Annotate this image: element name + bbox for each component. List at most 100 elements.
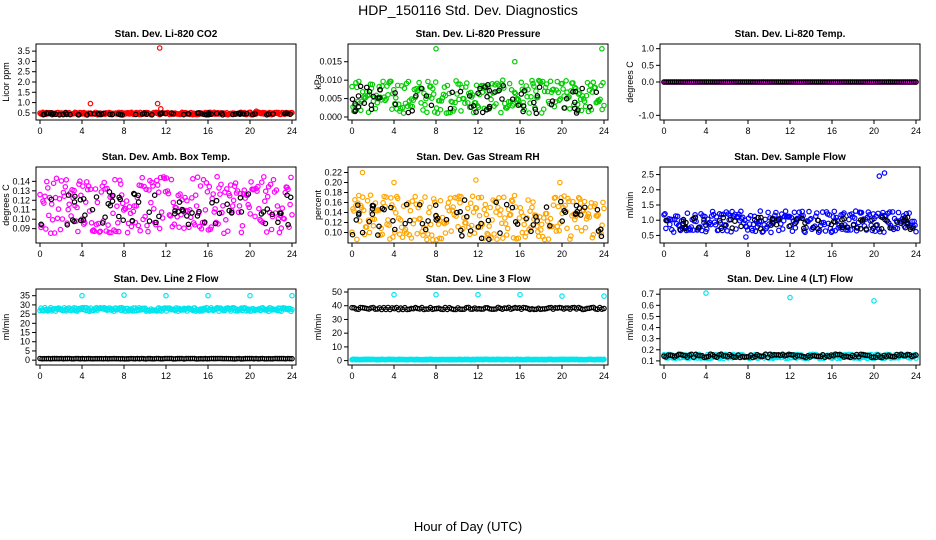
- page-title: HDP_150116 Std. Dev. Diagnostics: [358, 2, 578, 18]
- data-point: [133, 203, 140, 209]
- data-point: [799, 215, 805, 222]
- x-tick-label: 24: [287, 126, 297, 136]
- data-point: [808, 215, 814, 222]
- y-tick-label: 3.5: [17, 46, 30, 56]
- data-point: [666, 221, 673, 228]
- data-point: [349, 229, 355, 236]
- y-tick-label: 15: [20, 328, 30, 338]
- data-point: [677, 226, 683, 233]
- data-point: [138, 182, 145, 189]
- data-point: [144, 222, 150, 229]
- plot-frame: [35, 288, 297, 366]
- data-point: [426, 204, 433, 211]
- data-point: [788, 351, 794, 358]
- series-black: [663, 214, 916, 233]
- data-point: [191, 222, 198, 228]
- data-point: [600, 199, 606, 206]
- data-point: [467, 200, 474, 207]
- data-point: [873, 222, 879, 229]
- data-point: [276, 229, 283, 236]
- data-point: [377, 87, 383, 93]
- data-point: [370, 93, 377, 100]
- data-point: [263, 229, 270, 235]
- data-point: [148, 199, 154, 206]
- data-point: [528, 228, 534, 235]
- data-point: [388, 78, 394, 85]
- data-point: [131, 190, 137, 197]
- data-point: [543, 210, 550, 217]
- data-point: [543, 81, 550, 87]
- data-point: [172, 208, 178, 214]
- data-point: [189, 195, 195, 201]
- data-point: [262, 188, 269, 195]
- data-point: [86, 208, 93, 214]
- data-point: [63, 111, 70, 118]
- data-point: [425, 78, 431, 85]
- data-point: [437, 106, 444, 113]
- data-point: [264, 193, 271, 200]
- x-tick-label: 4: [391, 249, 396, 259]
- data-point: [400, 110, 407, 116]
- data-point: [716, 218, 723, 224]
- y-tick-label: 30: [332, 314, 342, 324]
- data-point: [371, 216, 378, 223]
- data-point: [718, 225, 725, 232]
- data-point: [577, 212, 584, 218]
- data-point: [594, 206, 601, 213]
- data-point: [162, 110, 169, 117]
- data-point: [288, 174, 294, 181]
- data-point: [177, 191, 183, 197]
- data-point: [467, 228, 474, 234]
- x-tick-label: 24: [599, 249, 609, 259]
- data-point: [557, 198, 564, 205]
- data-point: [208, 224, 215, 230]
- data-point: [592, 201, 599, 207]
- data-point: [904, 214, 911, 221]
- data-point: [60, 111, 67, 118]
- data-point: [262, 220, 269, 227]
- data-point: [107, 111, 113, 118]
- data-point: [168, 110, 175, 116]
- data-point: [491, 231, 497, 237]
- data-point: [757, 226, 764, 232]
- data-point: [458, 108, 464, 114]
- data-point: [243, 110, 250, 117]
- data-point: [168, 176, 175, 183]
- data-point: [355, 103, 362, 110]
- data-point: [355, 78, 362, 85]
- data-point: [757, 208, 764, 214]
- data-point: [208, 111, 214, 117]
- data-point: [590, 79, 597, 86]
- data-point: [889, 353, 896, 360]
- data-point: [82, 212, 88, 219]
- data-point: [501, 215, 508, 221]
- data-point: [886, 209, 893, 215]
- data-point: [789, 228, 796, 235]
- y-tick-label: 0.3: [641, 334, 654, 344]
- data-point: [485, 217, 492, 224]
- data-point: [582, 224, 589, 231]
- data-point: [444, 82, 451, 89]
- data-point: [498, 207, 504, 213]
- data-point: [475, 224, 482, 230]
- y-axis-label: ml/min: [625, 314, 635, 341]
- data-point: [96, 229, 103, 235]
- data-point: [457, 88, 464, 95]
- data-point: [184, 197, 190, 204]
- data-point: [589, 234, 596, 241]
- data-point: [560, 86, 566, 92]
- data-point: [482, 84, 488, 90]
- x-tick-label: 0: [37, 249, 42, 259]
- data-point: [359, 194, 366, 201]
- outlier-point: [881, 170, 888, 176]
- chart-title: Stan. Dev. Li-820 Pressure: [416, 29, 541, 40]
- data-point: [468, 104, 474, 110]
- data-point: [533, 88, 539, 94]
- data-point: [388, 204, 394, 211]
- x-tick-label: 0: [661, 371, 666, 381]
- data-point: [573, 110, 580, 116]
- y-tick-label: 0.5: [17, 108, 30, 118]
- data-point: [486, 223, 493, 229]
- data-point: [850, 222, 857, 228]
- data-point: [145, 228, 151, 235]
